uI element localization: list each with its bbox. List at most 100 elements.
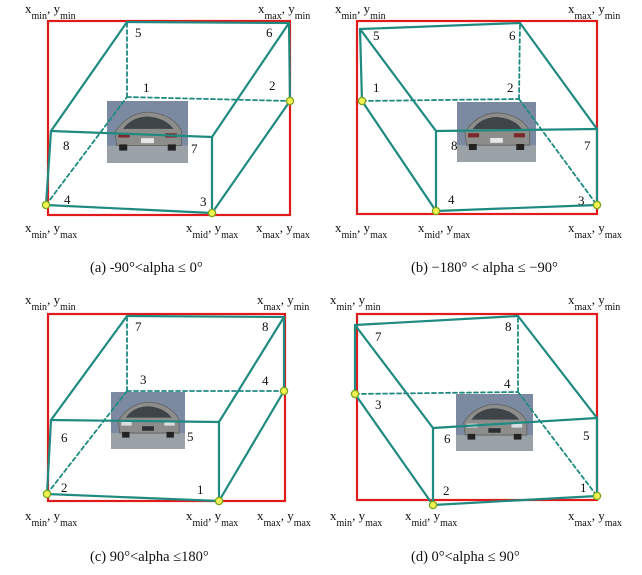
label-top-right: xmax, ymin: [568, 292, 620, 313]
label-bottom-right: xmax, ymax: [568, 220, 622, 241]
vertex-number-1: 1: [197, 482, 204, 497]
vertex-number-6: 6: [509, 28, 516, 43]
vertex-number-3: 3: [375, 397, 382, 412]
label-bottom-right: xmax, ymax: [568, 508, 622, 529]
box-edge-4-1: [217, 389, 286, 503]
hidden-edge-4-1: [45, 96, 128, 206]
hidden-edge-3-4: [354, 391, 519, 395]
vertex-marker-3: [592, 200, 602, 210]
vertex-number-5: 5: [135, 25, 142, 40]
car-image: [107, 101, 188, 163]
vertex-number-2: 2: [507, 80, 514, 95]
box-edge-2-3: [353, 392, 435, 507]
bounding-frame: [46, 19, 292, 217]
box-edge-1-2: [45, 492, 221, 503]
box-edge-8-5: [217, 315, 286, 424]
vertex-number-1: 1: [373, 80, 380, 95]
panel-c: 1 2 3 4 5 6 7 8 xmin, ymin xmax, ymin xmin, ymax xm…: [25, 292, 311, 565]
caption-a: (a) -90°<alpha ≤ 0°: [90, 260, 203, 276]
caption-d: (d) 0°<alpha ≤ 90°: [411, 549, 520, 565]
vertex-marker-3: [207, 208, 217, 218]
panel-b: 1 2 3 4 5 6 7 8 xmin, ymin xmax, ymin xmin, ymax xm…: [335, 1, 622, 276]
label-bottom-mid: xmid, ymax: [418, 220, 470, 241]
box-edge-6-7: [210, 21, 291, 139]
label-top-right: xmax, ymin: [258, 1, 310, 22]
box-edge-6-7: [49, 314, 129, 422]
hidden-edge-4-1: [517, 391, 598, 497]
box-edge-7-8: [353, 314, 520, 327]
label-top-right: xmax, ymin: [568, 1, 620, 22]
vertex-number-3: 3: [200, 194, 207, 209]
vertex-marker-2: [42, 489, 52, 499]
vertex-number-4: 4: [504, 376, 511, 391]
hidden-edge-2-3: [518, 98, 598, 206]
hidden-edge-2-3: [46, 390, 128, 495]
box-edge-3-4: [44, 203, 214, 215]
vertex-marker-4: [41, 200, 51, 210]
label-top-left: xmin, ymin: [335, 1, 386, 22]
caption-b: (b) −180° < alpha ≤ −90°: [411, 260, 558, 276]
box-edge-5-6: [125, 20, 291, 25]
box-edge-5-6: [431, 416, 599, 430]
vertex-number-7: 7: [375, 329, 382, 344]
bounding-frame: [46, 312, 287, 503]
vertex-marker-4: [279, 386, 289, 396]
box-edge-7-8: [125, 314, 286, 319]
label-bottom-left: xmin, ymax: [25, 220, 77, 241]
box-edge-3-4: [434, 203, 599, 213]
vertex-number-8: 8: [63, 138, 70, 153]
box-edge-1-5: [358, 27, 364, 103]
vertex-number-5: 5: [187, 429, 194, 444]
vertex-number-5: 5: [373, 28, 380, 43]
vertex-number-6: 6: [444, 431, 451, 446]
vertex-marker-1: [357, 96, 367, 106]
caption-c: (c) 90°<alpha ≤180°: [90, 549, 209, 565]
label-bottom-right: xmax, ymax: [256, 220, 310, 241]
label-bottom-mid: xmid, ymax: [186, 220, 238, 241]
label-bottom-mid: xmid, ymax: [186, 508, 238, 529]
box-edge-5-6: [358, 21, 522, 31]
vertex-number-7: 7: [584, 138, 591, 153]
vertex-number-4: 4: [448, 192, 455, 207]
bounding-frame: [355, 19, 599, 216]
hidden-edge-2-6: [518, 22, 521, 100]
car-image: [457, 102, 536, 162]
vertex-number-8: 8: [505, 319, 512, 334]
box-edge-5-6: [49, 418, 221, 424]
label-top-left: xmin, ymin: [330, 292, 381, 313]
box-edge-6-7: [353, 323, 435, 430]
bounding-frame: [355, 312, 599, 502]
label-bottom-right: xmax, ymax: [257, 508, 311, 529]
vertex-number-4: 4: [64, 192, 71, 207]
box-edge-8-5: [49, 20, 129, 133]
vertex-marker-1: [592, 491, 602, 501]
label-top-left: xmin, ymin: [25, 1, 76, 22]
label-bottom-left: xmin, ymax: [25, 508, 77, 529]
box-edge-2-6: [287, 21, 292, 103]
vertex-number-4: 4: [262, 373, 269, 388]
vertex-number-5: 5: [583, 428, 590, 443]
vertex-number-3: 3: [140, 372, 147, 387]
vertex-marker-2: [285, 96, 295, 106]
label-bottom-mid: xmid, ymax: [405, 508, 457, 529]
label-top-left: xmin, ymin: [25, 292, 76, 313]
label-bottom-left: xmin, ymax: [335, 220, 387, 241]
box-edge-7-8: [49, 129, 214, 139]
box-edge-1-2: [431, 494, 599, 507]
vertex-number-2: 2: [269, 78, 276, 93]
hidden-edge-1-2: [361, 98, 520, 102]
panel-d: 1 2 3 4 5 6 7 8 xmin, ymin xmax, ymin xmin, ymax xm…: [330, 292, 622, 565]
vertex-number-2: 2: [443, 483, 450, 498]
box-edge-2-3: [210, 99, 292, 215]
vertex-number-7: 7: [135, 319, 142, 334]
box-edge-2-6: [45, 418, 53, 496]
vertex-marker-2: [428, 500, 438, 510]
box-edge-8-5: [358, 27, 438, 133]
label-top-right: xmax, ymin: [257, 292, 309, 313]
vertex-number-1: 1: [143, 80, 150, 95]
panel-a: 1 2 3 4 5 6 7 8 xmin, ymin xmax, ymin xmin, ymax xm…: [25, 1, 310, 276]
hidden-edge-1-2: [126, 96, 291, 102]
box-edge-4-1: [360, 99, 438, 213]
box-edge-8-5: [516, 314, 599, 420]
